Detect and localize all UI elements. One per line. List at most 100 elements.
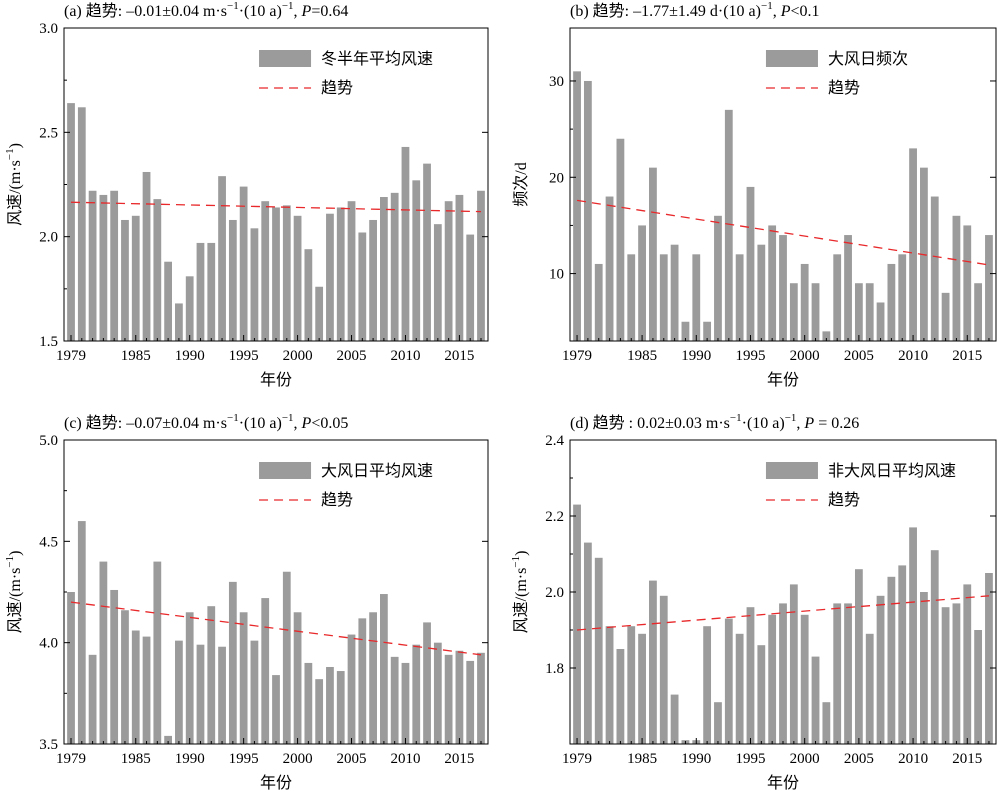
bar-2003 — [833, 254, 842, 341]
bar-1980 — [583, 542, 592, 744]
bar-1990 — [692, 254, 701, 341]
panel-title: (d) 趋势 : 0.02±0.03 m·s−1·(10 a)−1, P = 0… — [570, 412, 859, 432]
panel-title: (c) 趋势: –0.07±0.04 m·s−1·(10 a)−1, P<0.0… — [64, 412, 348, 432]
bar-1989 — [175, 640, 183, 744]
bar-2013 — [941, 607, 950, 744]
bar-2010 — [909, 148, 917, 341]
bar-2010 — [909, 527, 917, 744]
x-tick-label: 2010 — [390, 348, 420, 364]
bar-1993 — [724, 618, 733, 744]
bar-1993 — [218, 646, 226, 744]
bar-1990 — [185, 276, 194, 341]
bar-2012 — [423, 622, 431, 744]
y-axis-label: 风速/(m·s−1) — [4, 143, 24, 226]
x-tick-label: 2015 — [444, 348, 474, 364]
x-tick-label: 1979 — [562, 751, 592, 767]
bar-1995 — [746, 186, 755, 341]
panel-title: (a) 趋势: –0.01±0.04 m·s−1·(10 a)−1, P=0.6… — [64, 0, 348, 20]
bar-1979 — [67, 592, 75, 744]
legend-bar-label: 非大风日平均风速 — [828, 462, 956, 480]
panel-title: (b) 趋势: –1.77±1.49 d·(10 a)−1, P<0.1 — [570, 0, 820, 20]
bar-2010 — [401, 662, 410, 744]
x-tick-label: 1985 — [627, 348, 657, 364]
bar-1991 — [196, 644, 205, 744]
bar-1985 — [638, 633, 646, 744]
y-tick-label: 20 — [549, 170, 564, 186]
y-tick-label: 2.0 — [545, 585, 564, 601]
bar-1987 — [659, 595, 668, 744]
panel-c: (c) 趋势: –0.07±0.04 m·s−1·(10 a)−1, P<0.0… — [4, 412, 489, 792]
x-tick-label: 1990 — [175, 348, 205, 364]
x-tick-label: 1979 — [56, 348, 86, 364]
bar-2000 — [800, 614, 809, 744]
bars — [573, 504, 993, 744]
legend-trend-label: 趋势 — [321, 491, 353, 509]
bar-2012 — [423, 163, 431, 341]
bar-2003 — [833, 603, 842, 744]
bar-2008 — [380, 594, 388, 744]
bar-2004 — [336, 207, 345, 341]
bar-1980 — [77, 107, 86, 341]
bar-1997 — [261, 598, 270, 744]
trend-line — [576, 595, 990, 631]
bar-1993 — [218, 176, 226, 341]
bar-2004 — [844, 235, 852, 341]
panel-b: (b) 趋势: –1.77±1.49 d·(10 a)−1, P<0.1 10 20… — [512, 0, 997, 389]
bar-2002 — [315, 286, 324, 341]
bar-1995 — [239, 612, 248, 744]
bar-1992 — [714, 215, 722, 341]
bar-2015 — [963, 584, 972, 744]
bar-2008 — [887, 576, 896, 744]
y-tick-label: 1.5 — [39, 334, 58, 350]
y-tick-label: 1.8 — [545, 661, 564, 677]
bar-1997 — [768, 614, 777, 744]
x-tick-label: 1995 — [735, 348, 765, 364]
bar-2002 — [822, 331, 831, 341]
bar-2009 — [390, 192, 399, 341]
bar-1982 — [605, 196, 614, 341]
x-tick-label: 2015 — [952, 348, 982, 364]
trend-line — [576, 199, 990, 266]
bars — [573, 71, 993, 341]
bar-1979 — [573, 71, 581, 341]
x-tick-label: 2010 — [898, 751, 928, 767]
bar-1991 — [703, 321, 712, 341]
legend-bar-label: 大风日频次 — [828, 50, 908, 68]
bar-2007 — [876, 595, 885, 744]
legend-trend-label: 趋势 — [321, 79, 353, 97]
x-axis-label: 年份 — [767, 774, 799, 792]
bar-2003 — [326, 213, 334, 341]
x-tick-label: 1985 — [121, 348, 151, 364]
bar-2001 — [811, 283, 820, 341]
x-tick-label: 1995 — [229, 751, 259, 767]
bar-1985 — [131, 215, 140, 341]
y-tick-label: 3.5 — [39, 737, 58, 753]
bar-1999 — [789, 283, 798, 341]
x-tick-label: 1985 — [627, 751, 657, 767]
x-tick-label: 1990 — [175, 751, 205, 767]
legend-bar-swatch — [259, 462, 312, 479]
bar-2008 — [380, 197, 388, 341]
legend-bar-swatch — [765, 462, 818, 479]
x-tick-label: 1995 — [229, 348, 259, 364]
bar-2007 — [876, 302, 885, 341]
legend-bar-swatch — [765, 50, 818, 67]
bar-1989 — [681, 321, 690, 341]
x-tick-label: 2005 — [844, 751, 874, 767]
y-tick-label: 4.0 — [39, 636, 58, 652]
bar-1981 — [594, 557, 603, 744]
y-tick-label: 4.5 — [39, 534, 58, 550]
bars — [67, 521, 485, 744]
bar-2002 — [822, 702, 831, 744]
bar-2017 — [477, 652, 485, 744]
trend-line — [70, 201, 482, 213]
x-tick-label: 2005 — [337, 348, 367, 364]
bar-2014 — [952, 215, 961, 341]
bar-2000 — [293, 215, 302, 341]
bar-1992 — [714, 702, 722, 744]
bar-1980 — [77, 521, 86, 744]
bar-1998 — [272, 675, 280, 744]
bar-2001 — [304, 662, 313, 744]
